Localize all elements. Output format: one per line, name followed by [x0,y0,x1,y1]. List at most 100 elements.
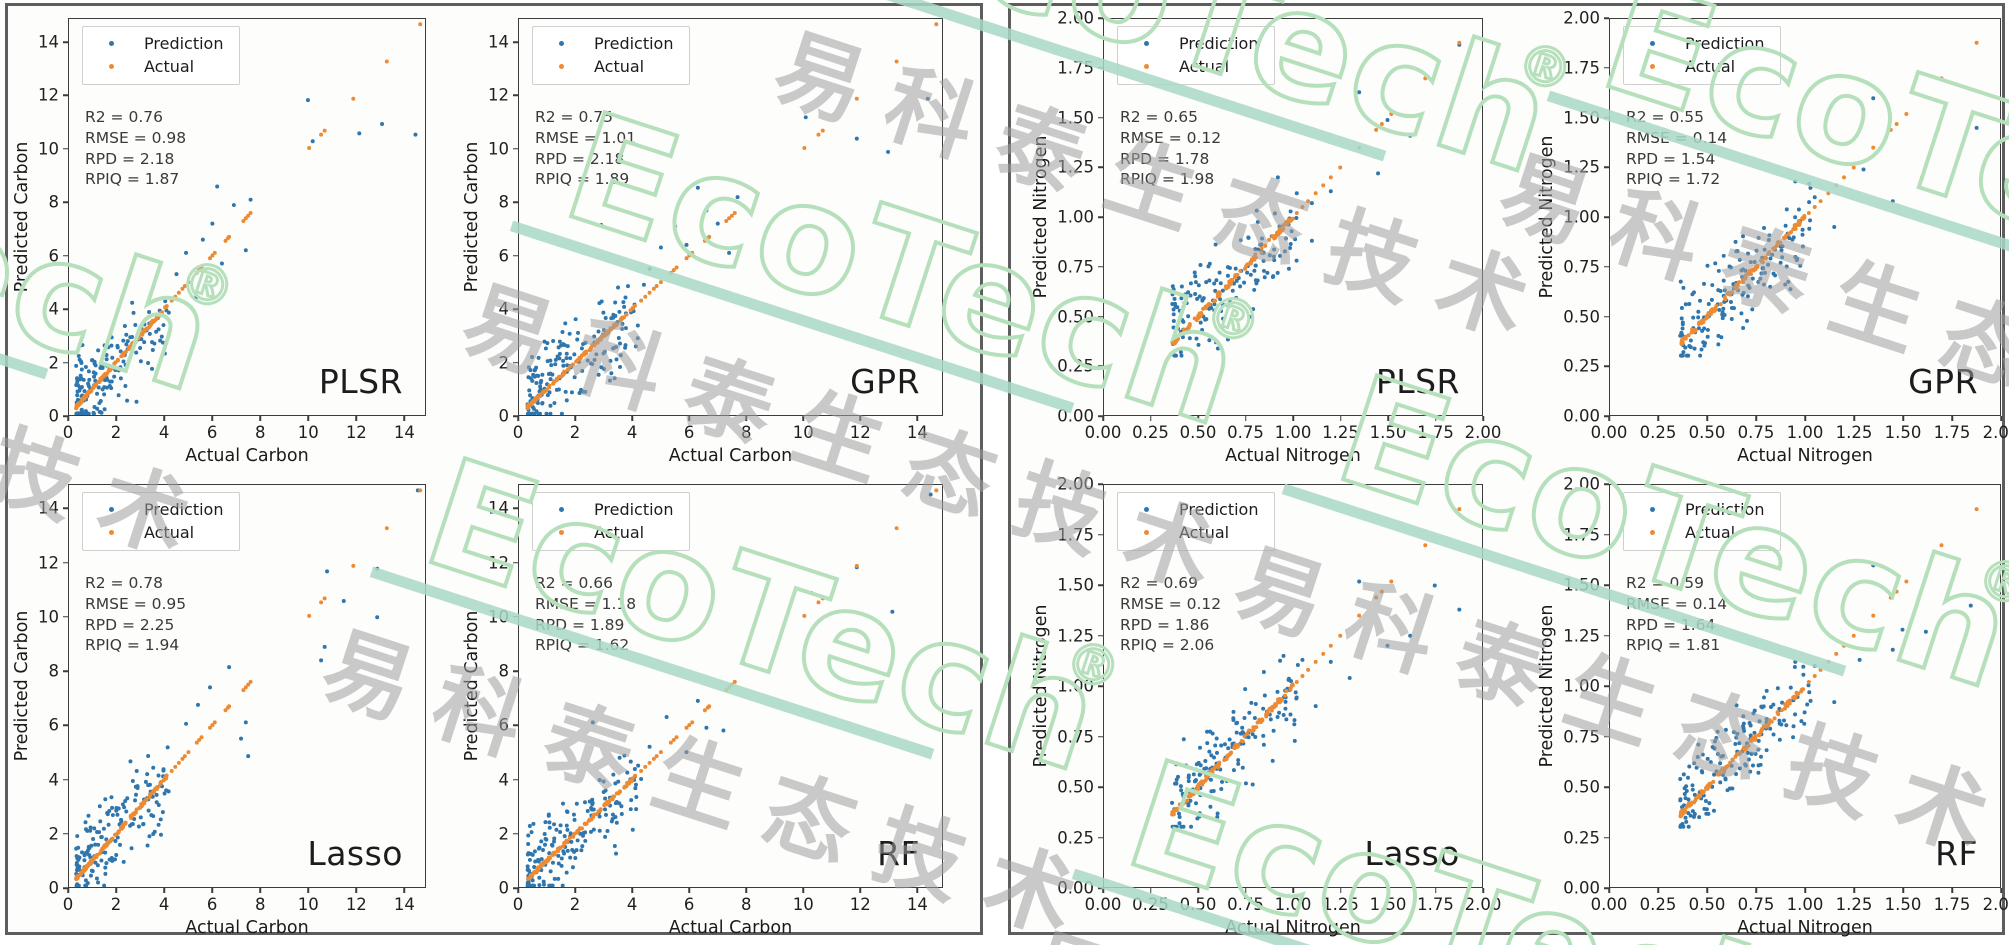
prediction-point [82,389,87,394]
prediction-point [1680,332,1685,337]
prediction-point [1215,750,1219,755]
prediction-point [322,644,327,649]
prediction-point [1768,726,1773,731]
actual-point [351,563,356,568]
model-label: RF [1935,834,1978,873]
prediction-point [1300,657,1305,662]
prediction-point [1243,781,1248,786]
x-tick-label: 0 [62,895,74,914]
prediction-point [129,846,134,851]
prediction-point [125,339,130,344]
prediction-point [87,377,92,382]
prediction-point [147,834,152,839]
prediction-point [1935,127,1940,132]
prediction-point [1184,301,1189,306]
actual-point [319,600,324,605]
prediction-point [1681,285,1686,290]
legend-label-actual: Actual [594,523,645,542]
prediction-point [1686,797,1691,802]
prediction-point [1240,725,1245,730]
actual-point [854,563,859,568]
prediction-point [548,869,553,874]
prediction-point [609,819,614,824]
x-tick-mark [115,416,117,421]
legend-label-actual: Actual [1179,57,1230,76]
actual-point [1694,796,1699,801]
prediction-point [639,777,644,782]
prediction-point [1686,353,1691,358]
prediction-point [1686,811,1691,816]
prediction-point [147,782,152,787]
stats-block: R2 = 0.66 RMSE = 1.18 RPD = 1.89 RPIQ = 1.6… [535,573,636,656]
x-tick-label: 1.25 [1835,423,1873,442]
x-tick-label: 14 [906,895,928,914]
prediction-point [92,826,97,831]
actual-point [551,852,556,857]
actual-point [142,799,147,804]
prediction-point [533,367,538,372]
actual-point [93,854,98,859]
x-tick-label: 6 [206,895,218,914]
scatter-points [74,488,423,887]
actual-point [557,374,562,379]
actual-point [1239,739,1244,744]
actual-point [707,234,712,239]
prediction-point [1756,235,1761,240]
prediction-point [1170,824,1175,829]
prediction-point [151,814,156,819]
actual-point [564,838,569,843]
actual-point [1679,808,1684,813]
y-tick-mark [1098,67,1103,69]
y-tick-mark [1098,735,1103,738]
x-tick-mark [688,888,690,893]
prediction-point [556,861,561,866]
prediction-point [106,822,111,827]
prediction-point [1268,717,1273,722]
prediction-point [1832,224,1837,229]
prediction-point [1236,761,1241,766]
prediction-point [91,411,96,415]
prediction-point [570,865,575,870]
y-tick-mark [1604,415,1609,417]
prediction-point [1282,249,1287,254]
prediction-point [1684,819,1689,824]
prediction-point [607,378,612,383]
y-axis-label: Predicted Nitrogen [1537,135,1557,299]
prediction-point [564,351,569,356]
prediction-point [1205,741,1210,746]
prediction-point [1729,316,1734,321]
prediction-point [590,797,595,802]
prediction-point [118,842,123,847]
actual-point [1252,257,1257,262]
actual-point [1894,121,1899,126]
actual-point [820,128,825,133]
prediction-point [1737,766,1742,771]
prediction-point [579,848,584,853]
actual-point [1974,507,1979,512]
prediction-point [590,807,595,812]
prediction-point [158,832,163,837]
x-tick-mark [517,888,519,893]
actual-point [1689,802,1694,807]
prediction-point [620,321,625,326]
actual-point [194,270,199,275]
prediction-point [1698,353,1703,358]
actual-point [1264,712,1269,717]
actual-point [169,298,174,303]
prediction-point [1741,234,1746,239]
prediction-point [1408,133,1413,138]
x-tick-mark [403,416,406,421]
actual-point [1760,260,1765,265]
prediction-point [704,725,709,730]
prediction-point [1690,809,1695,814]
prediction-point [1717,307,1722,312]
x-tick-mark [631,416,633,421]
prediction-point [1179,824,1184,829]
prediction-point [215,184,220,189]
stats-block: R2 = 0.65 RMSE = 0.12 RPD = 1.78 RPIQ = 1.9… [1120,107,1221,190]
y-tick-label: 0.50 [1563,307,1600,326]
actual-point [1254,725,1259,730]
prediction-point [1230,288,1235,293]
y-axis-label: Predicted Nitrogen [1031,604,1051,768]
